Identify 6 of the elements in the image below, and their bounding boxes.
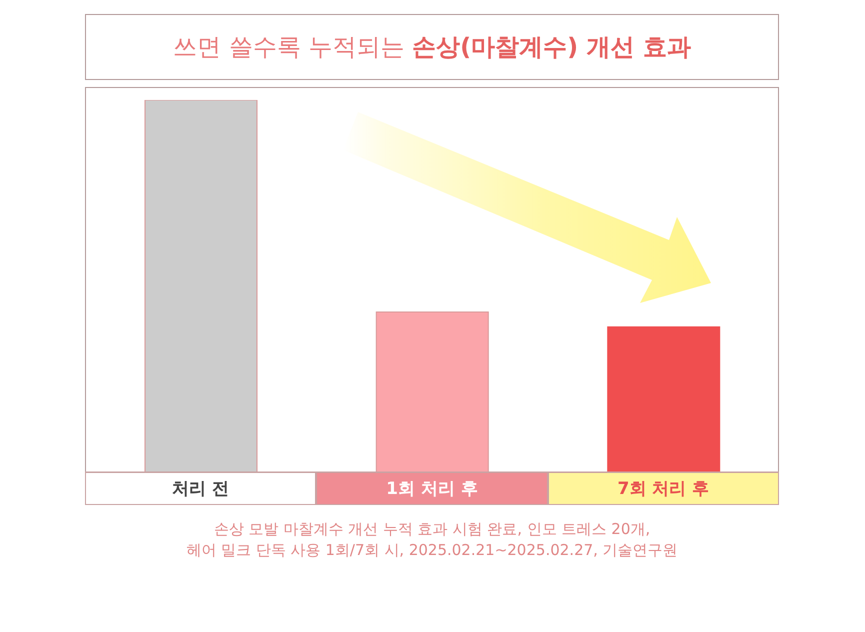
x-tick-label: 1회 처리 후 (386, 479, 478, 500)
text: 헤어 밀크 단독 사용 1회/7회 시, 2025.02.21~2025.02.27, 기술연구원 (185, 540, 679, 561)
text: 손상 모발 마찰계수 개선 누적 효과 시험 완료, 인모 트레스 20개, (212, 519, 652, 540)
x-tick-label: 7회 처리 후 (617, 479, 710, 500)
x-tick-label: 처리 전 (172, 479, 230, 500)
chart-title: 쓰면 쓸수록 누적되는 손상(마찰계수) 개선 효과 (173, 33, 691, 61)
